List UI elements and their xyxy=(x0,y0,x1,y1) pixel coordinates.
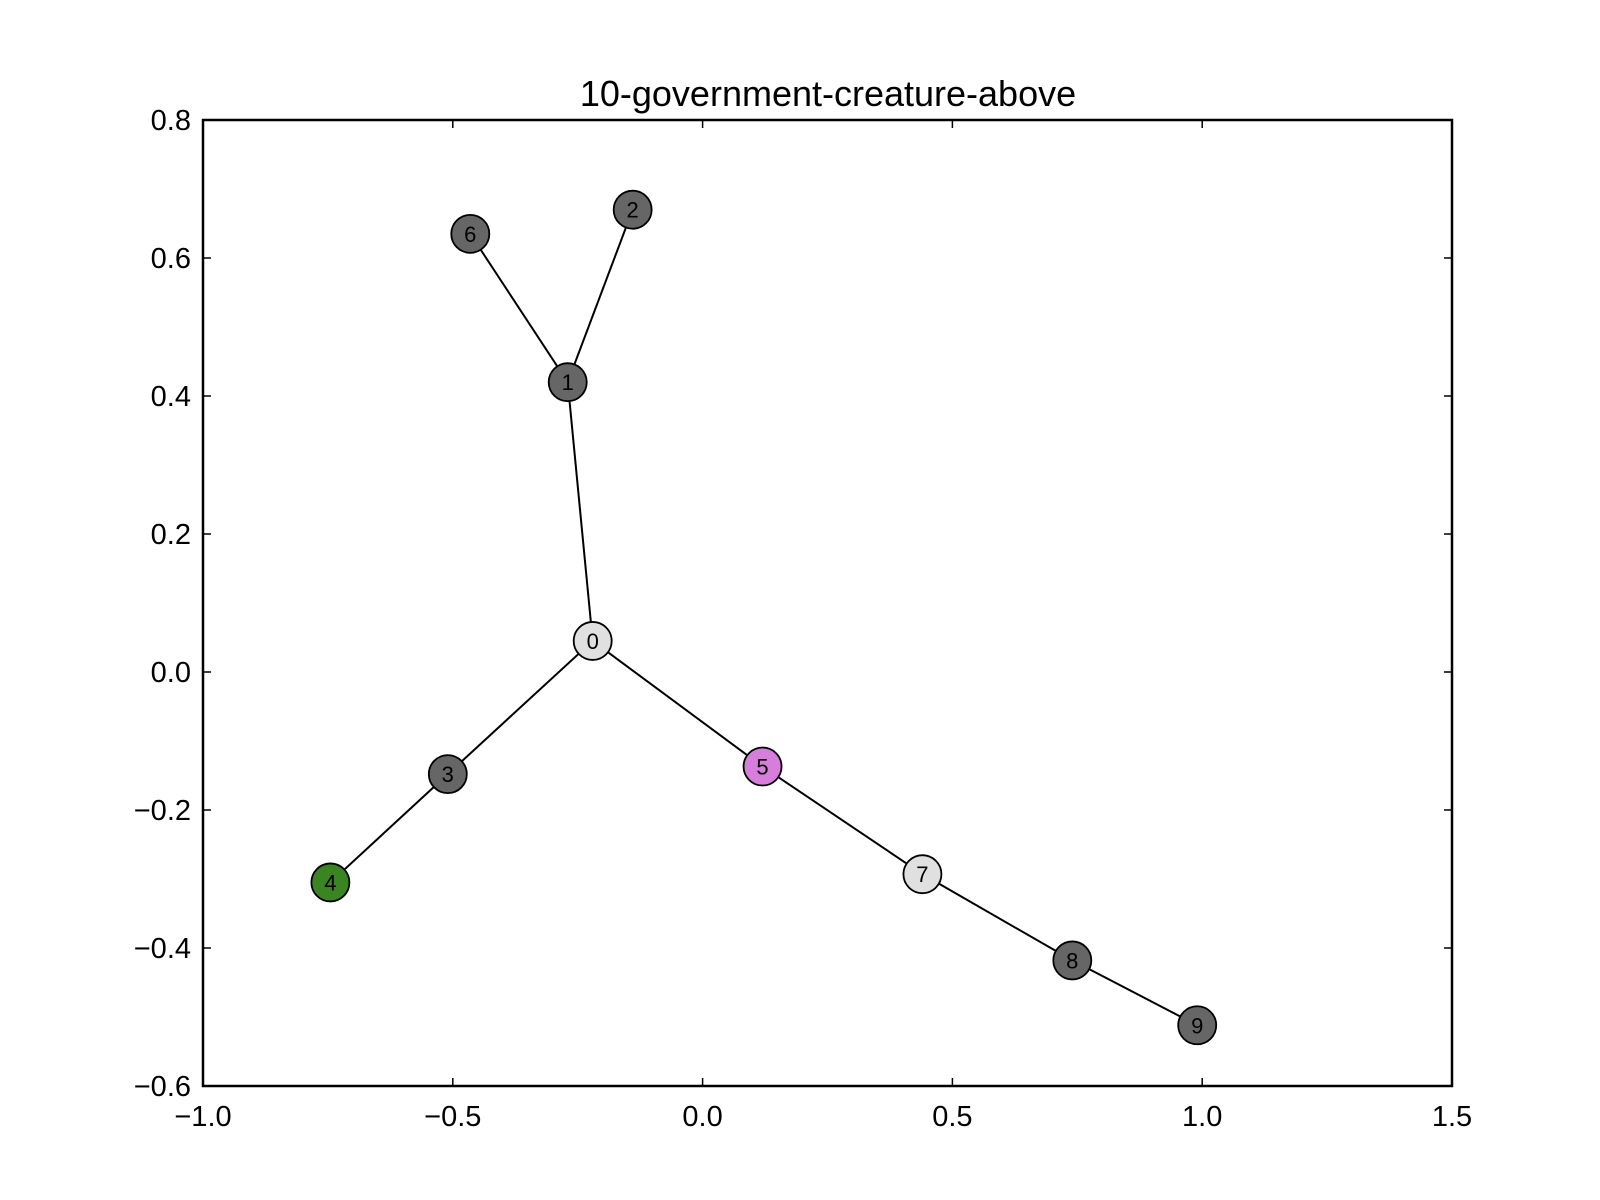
y-tick-label: −0.6 xyxy=(134,1071,191,1103)
x-tick-label: 0.0 xyxy=(682,1101,722,1133)
edges-layer xyxy=(329,209,1198,1027)
x-tick-label: 1.5 xyxy=(1432,1101,1472,1133)
edge-8-9 xyxy=(1071,959,1198,1027)
edge-7-8 xyxy=(921,873,1073,962)
y-tick-label: −0.2 xyxy=(134,795,191,827)
y-tick-label: 0.2 xyxy=(151,519,191,551)
nodes-layer: 0 1 2 3 4 5 6 7 8 9 xyxy=(310,189,1218,1046)
x-tick-label: −1.0 xyxy=(174,1101,231,1133)
y-tick-label: 0.6 xyxy=(151,243,191,275)
node-5-label: 5 xyxy=(756,755,768,780)
edge-1-6 xyxy=(469,233,569,383)
edge-1-2 xyxy=(566,209,634,383)
edge-0-5 xyxy=(592,640,764,768)
chart-title: 10-government-creature-above xyxy=(580,73,1076,114)
node-9: 9 xyxy=(1177,1005,1218,1046)
node-3-circle xyxy=(427,754,468,795)
node-5-circle xyxy=(742,746,783,787)
node-8-label: 8 xyxy=(1066,948,1078,973)
node-6: 6 xyxy=(450,213,491,254)
y-tick-label: −0.4 xyxy=(134,933,191,965)
node-4: 4 xyxy=(310,862,351,903)
node-3: 3 xyxy=(427,754,468,795)
y-tick-label: 0.8 xyxy=(151,105,191,137)
edge-0-1 xyxy=(566,382,594,642)
node-0-label: 0 xyxy=(587,629,599,654)
node-9-circle xyxy=(1177,1005,1218,1046)
node-4-label: 4 xyxy=(324,870,336,895)
node-5: 5 xyxy=(742,746,783,787)
node-6-circle xyxy=(450,213,491,254)
y-tick-label: 0.0 xyxy=(151,657,191,689)
node-7: 7 xyxy=(902,854,943,895)
node-2-label: 2 xyxy=(627,198,639,223)
node-9-label: 9 xyxy=(1191,1013,1203,1038)
node-6-label: 6 xyxy=(464,222,476,247)
edge-3-4 xyxy=(329,773,449,884)
x-tick-label: 0.5 xyxy=(932,1101,972,1133)
node-0: 0 xyxy=(572,621,613,661)
edge-5-7 xyxy=(761,765,923,875)
node-2-circle xyxy=(612,189,653,230)
node-0-circle xyxy=(572,621,613,661)
node-1-label: 1 xyxy=(562,370,574,395)
x-tick-label: −0.5 xyxy=(424,1101,481,1133)
node-2: 2 xyxy=(612,189,653,230)
node-7-circle xyxy=(902,854,943,895)
x-tick-label: 1.0 xyxy=(1182,1101,1222,1133)
node-3-label: 3 xyxy=(442,762,454,787)
edge-0-3 xyxy=(447,640,594,775)
node-8: 8 xyxy=(1052,940,1093,981)
node-8-circle xyxy=(1052,940,1093,981)
y-tick-label: 0.4 xyxy=(151,381,191,413)
node-1: 1 xyxy=(547,362,588,403)
ticks-layer: −1.0 −0.5 0.0 0.5 1.0 1.5 −0.6 −0.4 −0.2 0.0 0.2 0.… xyxy=(134,105,1472,1133)
node-1-circle xyxy=(547,362,588,403)
plot-frame xyxy=(201,118,1454,1088)
node-7-label: 7 xyxy=(916,862,928,887)
node-4-circle xyxy=(310,862,351,903)
